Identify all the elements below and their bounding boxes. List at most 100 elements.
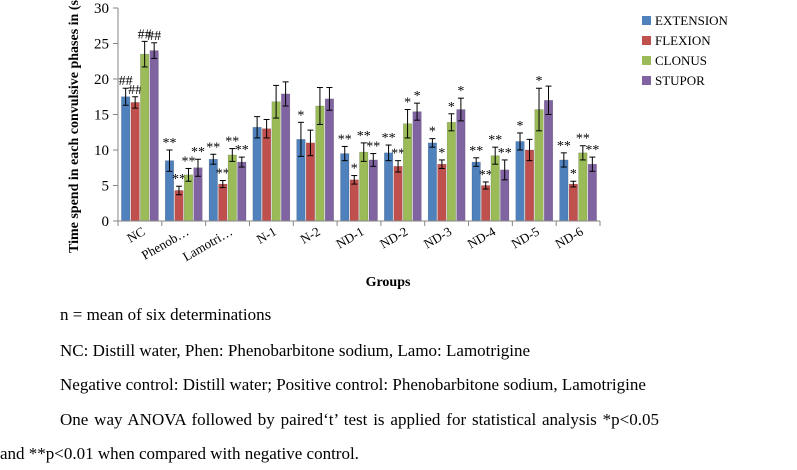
legend-label: STUPOR [655,73,705,88]
legend-label: EXTENSION [655,13,729,28]
significance-label: * [536,74,543,89]
significance-label: * [297,108,304,123]
bar [271,101,281,222]
significance-label: ** [469,144,483,159]
significance-label: ** [498,146,512,161]
significance-label: ** [585,143,599,158]
bar [121,96,131,222]
x-tick-label: ND-2 [377,224,410,252]
y-tick-label: 10 [94,143,109,159]
significance-label: ** [391,147,405,162]
bar [568,183,578,222]
significance-label: ## [128,83,142,98]
bar [149,50,159,222]
significance-label: ** [191,145,205,160]
note-statistics-line1: One way ANOVA followed by paired‘t’ test… [60,410,659,429]
legend-swatch [642,36,651,45]
x-axis-title: Groups [366,275,411,290]
y-tick-label: 0 [102,214,110,230]
significance-label: ** [235,143,249,158]
bar [368,159,378,222]
significance-label: ** [216,167,230,182]
bars: ########******** ********************* ***… [119,27,599,222]
bar-chart: Time spend in each convulsive phases in … [67,0,729,290]
y-tick-label: 20 [94,72,109,88]
significance-label: ** [557,139,571,154]
note-controls: Negative control: Distill water; Positiv… [60,375,646,394]
bar [544,100,554,222]
bar [393,166,403,222]
x-tick-label: ND-4 [465,223,499,251]
significance-label: ** [181,154,195,169]
significance-label: ** [206,140,220,155]
legend-label: FLEXION [655,33,711,48]
significance-label: ## [119,74,133,89]
x-tick-label: Lamotri… [180,224,235,264]
y-tick-label: 25 [94,37,109,53]
note-statistics-line2: and **p<0.01 when compared with negative… [0,444,359,463]
bar [587,163,597,222]
y-tick-label: 30 [94,1,109,17]
significance-label: ** [366,140,380,155]
bar [227,154,237,222]
significance-label: ** [162,136,176,151]
bar [252,127,262,222]
bar [324,98,334,222]
significance-label: * [448,100,455,115]
x-tick-label: N-1 [254,224,279,247]
x-tick-label: ND-5 [509,224,542,252]
bar [412,111,422,222]
bar [490,155,500,222]
note-abbreviations: NC: Distill water, Phen: Phenobarbitone … [60,341,531,360]
x-tick-label: NC [124,224,147,246]
significance-label: * [404,96,411,111]
significance-label: ** [576,132,590,147]
significance-label: * [570,167,577,182]
significance-label: ** [338,132,352,147]
bar [481,185,491,222]
bar [130,102,140,222]
significance-label: * [414,89,421,104]
significance-label: * [517,119,524,134]
significance-label: ** [357,129,371,144]
bar [384,152,394,222]
legend-swatch [642,76,651,85]
significance-label: ## [147,29,161,44]
bar [183,174,193,222]
legend-swatch [642,16,651,25]
bar [237,161,247,222]
legend-swatch [642,56,651,65]
significance-label: * [429,125,436,140]
significance-label: ** [488,133,502,148]
significance-label: ## [138,27,152,42]
bar [427,142,437,222]
x-tick-label: ND-1 [333,224,366,252]
bar [281,93,291,222]
y-axis-title: Time spend in each convulsive phases in … [67,0,82,253]
bar [456,109,466,222]
bar [578,152,588,222]
bar [218,183,228,222]
significance-label: ** [225,135,239,150]
significance-label: * [438,146,445,161]
significance-label: ** [479,168,493,183]
legend-label: CLONUS [655,53,707,68]
bar [515,141,525,222]
significance-label: * [351,162,358,177]
x-tick-label: ND-3 [421,224,454,252]
bar [446,122,456,222]
y-axis: 0 5 10 15 20 25 30 [94,1,119,230]
y-tick-label: 15 [94,108,109,124]
significance-label: * [457,84,464,99]
y-tick-label: 5 [102,179,110,195]
x-tick-label: ND-6 [552,223,586,251]
note-n-definition: n = mean of six determinations [60,305,272,324]
x-tick-label: N-2 [298,224,323,247]
bar [359,151,369,222]
bar [559,159,569,222]
legend: EXTENSION FLEXION CLONUS STUPOR [642,13,729,88]
significance-label: ** [382,131,396,146]
bar [262,128,272,222]
bar [349,179,359,222]
